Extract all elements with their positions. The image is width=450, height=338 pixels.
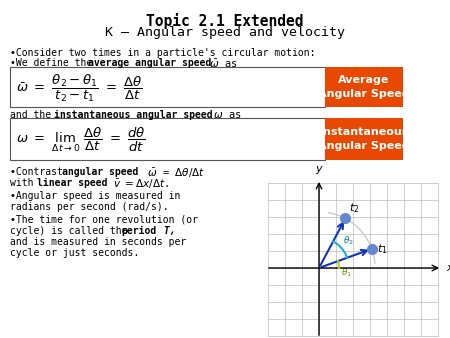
- Text: $t_2$: $t_2$: [349, 202, 360, 215]
- Text: Average
Angular Speed: Average Angular Speed: [318, 75, 410, 99]
- Text: radians per second (rad/s).: radians per second (rad/s).: [10, 202, 169, 212]
- Text: $t_1$: $t_1$: [377, 242, 387, 256]
- Text: and the: and the: [10, 110, 57, 120]
- Text: $\bar{v}\ = \Delta x/\Delta t$.: $\bar{v}\ = \Delta x/\Delta t$.: [107, 178, 169, 191]
- Text: linear speed: linear speed: [37, 178, 108, 188]
- Bar: [325, 67, 403, 107]
- Text: K – Angular speed and velocity: K – Angular speed and velocity: [105, 26, 345, 39]
- Text: Topic 2.1 Extended: Topic 2.1 Extended: [146, 13, 304, 29]
- Text: y: y: [316, 164, 322, 174]
- Text: •Contrast: •Contrast: [10, 167, 69, 177]
- Text: and is measured in seconds per: and is measured in seconds per: [10, 237, 186, 247]
- Text: T,: T,: [158, 226, 176, 236]
- Text: •Angular speed is measured in: •Angular speed is measured in: [10, 191, 180, 201]
- Text: $\bar{\omega}$ as: $\bar{\omega}$ as: [203, 58, 238, 70]
- Text: $\theta_2$: $\theta_2$: [342, 235, 354, 247]
- Text: instantaneous angular speed: instantaneous angular speed: [54, 110, 212, 120]
- Text: cycle or just seconds.: cycle or just seconds.: [10, 248, 139, 258]
- Text: average angular speed: average angular speed: [88, 58, 212, 68]
- Text: cycle) is called the: cycle) is called the: [10, 226, 133, 236]
- Text: $\omega$ as: $\omega$ as: [207, 110, 242, 120]
- Text: •The time for one revolution (or: •The time for one revolution (or: [10, 215, 198, 225]
- Text: $\bar{\omega}\ =\ \dfrac{\theta_2 - \theta_1}{t_2 - t_1}\ =\ \dfrac{\Delta\theta: $\bar{\omega}\ =\ \dfrac{\theta_2 - \the…: [16, 72, 143, 104]
- Bar: [10, 118, 325, 160]
- Text: with: with: [10, 178, 40, 188]
- Text: period: period: [121, 226, 156, 236]
- Text: x: x: [446, 263, 450, 273]
- Text: $\theta_1$: $\theta_1$: [341, 267, 352, 279]
- Text: Instantaneous
Angular Speed: Instantaneous Angular Speed: [318, 127, 410, 151]
- Bar: [10, 67, 325, 107]
- Text: $\omega\ =\ \underset{\Delta t \to 0}{\lim}\ \dfrac{\Delta\theta}{\Delta t}\ =\ : $\omega\ =\ \underset{\Delta t \to 0}{\l…: [16, 126, 146, 154]
- Text: •Consider two times in a particle's circular motion:: •Consider two times in a particle's circ…: [10, 48, 315, 58]
- Text: •We define the: •We define the: [10, 58, 98, 68]
- Bar: [325, 118, 403, 160]
- Text: $\bar{\omega}$ = $\Delta\theta/\Delta t$: $\bar{\omega}$ = $\Delta\theta/\Delta t$: [141, 167, 205, 180]
- Text: angular speed: angular speed: [62, 167, 139, 177]
